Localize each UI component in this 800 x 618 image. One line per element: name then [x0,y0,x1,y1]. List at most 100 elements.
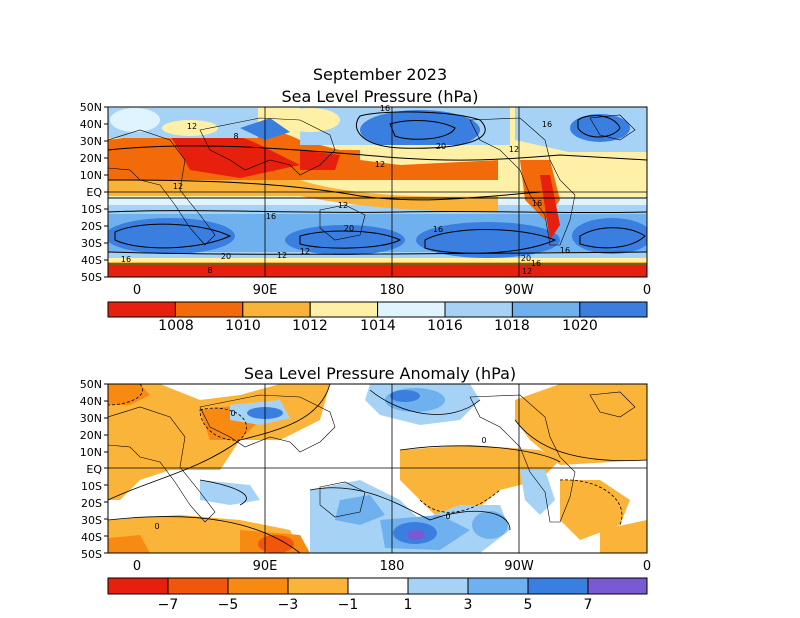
contour-label: 16 [121,255,131,264]
lat-label: 20S [81,497,102,510]
colorbar2 [107,577,648,595]
lat-label: 40N [79,395,102,408]
colorbar2-label: −7 [157,597,179,613]
lon-label: 0 [132,559,142,574]
lat-label: 50N [79,378,102,391]
colorbar2-label: −3 [277,597,299,613]
lat-label: 30S [81,514,102,527]
colorbar2-label: 3 [463,597,473,613]
colorbar1-label: 1020 [562,318,598,334]
colorbar1-swatch [174,301,244,318]
lat-label: 50S [81,548,102,561]
contour-label: 16 [560,246,570,255]
colorbar1-swatch [444,301,513,318]
colorbar1-label: 1010 [225,318,261,334]
lat-label: 30S [81,237,102,250]
colorbar1-label: 1012 [292,318,328,334]
colorbar2-swatch [107,577,169,595]
panel2-ticks [104,383,108,554]
colorbar1-swatch [579,301,648,318]
lat-label: 50N [79,101,102,114]
colorbar1-label: 1008 [158,318,194,334]
contour-label: 12 [509,145,519,154]
lat-label: 10N [79,169,102,182]
colorbar2-label: 7 [583,597,593,613]
colorbar2-label: 1 [403,597,413,613]
colorbar2-label: −1 [337,597,359,613]
contour-label: 0 [230,409,235,418]
colorbar2-swatch [227,577,289,595]
contour-label: 12 [338,201,348,210]
lon-label: 0 [642,283,652,298]
contour-label: 16 [532,199,542,208]
lat-label: 10N [79,446,102,459]
contour-label: 12 [375,160,385,169]
lat-label: EQ [86,463,102,476]
lat-label: 20N [79,152,102,165]
lat-label: 10S [81,480,102,493]
contour-label: 12 [187,122,197,131]
lon-label: 90W [504,283,534,298]
contour-label: 12 [277,251,287,260]
figure-title: September 2023 [312,65,448,84]
colorbar2-label: 5 [523,597,533,613]
contour-label: 16 [433,225,443,234]
panel1-title: Sea Level Pressure (hPa) [281,87,479,106]
lon-label: 0 [132,283,142,298]
contour-label: 8 [233,132,238,141]
lon-label: 90E [252,283,278,298]
contour-label: 20 [344,224,354,233]
contour-label: 20 [521,254,531,263]
contour-label: 16 [542,120,552,129]
colorbar1 [107,301,648,318]
contour-label: 12 [522,267,532,276]
colorbar1-swatch [511,301,581,318]
contour-label: 0 [481,436,486,445]
colorbar1-swatch [242,301,311,318]
lon-label: 180 [379,283,405,298]
panel1-map [108,107,647,277]
colorbar1-swatch [309,301,379,318]
lat-label: 40N [79,118,102,131]
colorbar1-label: 1014 [360,318,396,334]
colorbar2-swatch [347,577,409,595]
contour-label: 12 [173,182,183,191]
panel1-contour-labels: 16 12 8 16 20 12 12 12 16 20 12 16 16 20… [121,104,570,276]
colorbar2-swatch [287,577,349,595]
colorbar2-swatch [407,577,469,595]
lat-label: 30N [79,135,102,148]
colorbar2-swatch [167,577,229,595]
colorbar1-label: 1018 [494,318,530,334]
lat-label: 10S [81,203,102,216]
contour-label: 0 [445,512,450,521]
contour-label: 8 [207,266,212,275]
lat-label: 40S [81,531,102,544]
lat-label: 30N [79,412,102,425]
lat-label: 20N [79,429,102,442]
lon-label: 0 [642,559,652,574]
lat-label: 50S [81,271,102,284]
panel1-ticks [104,106,108,278]
lat-label: 20S [81,220,102,233]
colorbar1-label: 1016 [427,318,463,334]
lon-label: 90E [252,559,278,574]
panel2-contour-labels: 0 0 0 0 [154,409,486,531]
colorbar2-swatch [527,577,589,595]
panel2-map [108,384,647,553]
lat-label: EQ [86,186,102,199]
panel2-title: Sea Level Pressure Anomaly (hPa) [243,364,517,383]
contour-label: 16 [380,104,390,113]
colorbar2-label: −5 [217,597,239,613]
contour-label: 16 [531,259,541,268]
lat-label: 40S [81,254,102,267]
colorbar1-swatch [377,301,446,318]
contour-label: 12 [300,247,310,256]
lon-label: 90W [504,559,534,574]
contour-label: 20 [436,142,446,151]
contour-label: 0 [154,522,159,531]
lon-label: 180 [379,559,405,574]
contour-label: 16 [266,212,276,221]
contour-label: 20 [221,252,231,261]
colorbar1-swatch [107,301,176,318]
